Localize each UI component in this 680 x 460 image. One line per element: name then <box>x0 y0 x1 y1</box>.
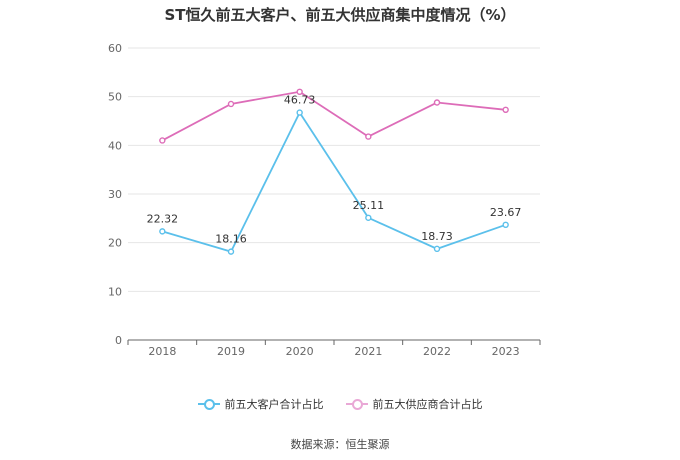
source-note: 数据来源：恒生聚源 <box>290 438 390 451</box>
legend: 前五大客户合计占比 前五大供应商合计占比 <box>0 396 680 412</box>
legend-swatch-customers-icon <box>197 399 220 410</box>
x-tick-label: 2021 <box>354 345 382 358</box>
legend-item-customers[interactable]: 前五大客户合计占比 <box>197 396 324 412</box>
data-point <box>296 109 303 116</box>
y-tick-label: 0 <box>115 334 122 347</box>
data-label: 18.73 <box>421 230 453 243</box>
data-point <box>502 221 509 229</box>
data-label: 18.16 <box>215 233 247 246</box>
data-point <box>159 228 166 235</box>
data-point <box>227 248 235 255</box>
chart-title: ST恒久前五大客户、前五大供应商集中度情况（%） <box>164 6 516 24</box>
data-point <box>502 106 509 114</box>
data-point <box>433 245 441 253</box>
y-tick-label: 40 <box>108 139 122 152</box>
legend-item-suppliers[interactable]: 前五大供应商合计占比 <box>345 396 483 412</box>
y-tick-label: 60 <box>108 42 122 55</box>
y-tick-label: 10 <box>108 285 122 298</box>
x-tick-label: 2020 <box>286 345 314 358</box>
x-tick-label: 2018 <box>148 345 176 358</box>
legend-swatch-suppliers-icon <box>345 399 368 410</box>
data-point <box>433 99 441 106</box>
data-label: 23.67 <box>490 206 522 219</box>
data-label: 22.32 <box>147 212 179 225</box>
x-tick-label: 2023 <box>492 345 520 358</box>
data-label: 46.73 <box>284 94 316 107</box>
y-tick-label: 50 <box>108 91 122 104</box>
y-tick-label: 30 <box>108 188 122 201</box>
data-label: 25.11 <box>353 199 385 212</box>
data-point <box>227 100 235 108</box>
data-point <box>365 214 372 221</box>
legend-label-suppliers: 前五大供应商合计占比 <box>372 398 483 411</box>
x-tick-label: 2022 <box>423 345 451 358</box>
series-line-0 <box>162 110 506 253</box>
data-point <box>296 88 303 96</box>
series-line-1 <box>161 90 506 142</box>
legend-label-customers: 前五大客户合计占比 <box>224 398 324 411</box>
y-tick-label: 20 <box>108 237 122 250</box>
data-point <box>159 137 166 144</box>
data-point <box>365 133 372 140</box>
x-tick-label: 2019 <box>217 345 245 358</box>
